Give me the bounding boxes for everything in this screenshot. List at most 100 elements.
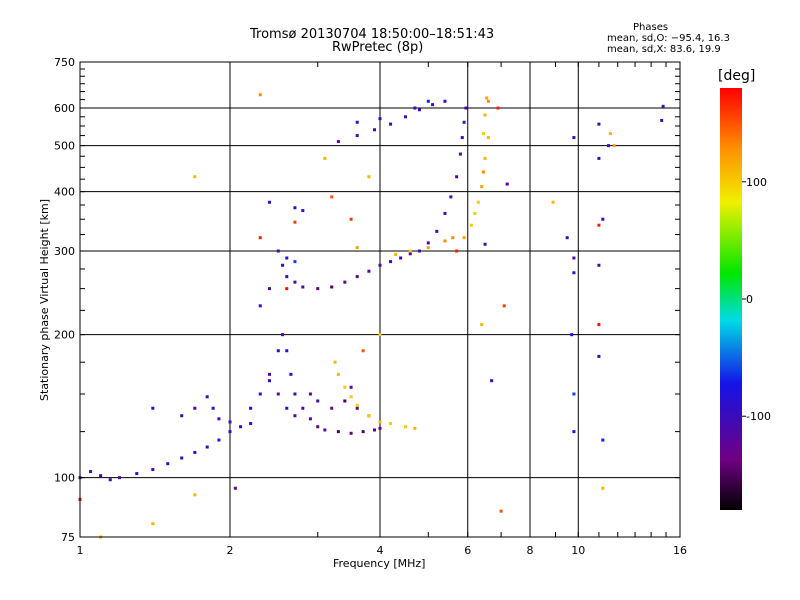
data-point <box>572 256 576 260</box>
chart-title: Tromsø 20130704 18:50:00–18:51:43 <box>250 27 495 42</box>
data-point <box>367 414 371 418</box>
data-point <box>293 392 297 396</box>
y-tick-label: 500 <box>54 140 75 153</box>
data-points <box>78 93 665 539</box>
data-point <box>443 239 447 243</box>
data-point <box>612 144 616 148</box>
data-point <box>316 287 320 291</box>
data-point <box>373 428 377 432</box>
data-point <box>193 175 197 179</box>
colorbar-tick-labels: 100 0 -100 <box>746 176 771 423</box>
colorbar-gradient <box>720 88 742 510</box>
data-point <box>476 200 480 204</box>
data-point <box>361 349 365 353</box>
data-point <box>211 406 215 410</box>
data-point <box>486 99 490 103</box>
data-point <box>336 372 340 376</box>
data-point <box>389 122 393 126</box>
data-point <box>193 450 197 454</box>
data-point <box>308 417 312 421</box>
data-point <box>502 304 506 308</box>
data-point <box>285 349 289 353</box>
colorbar <box>720 88 746 510</box>
data-point <box>389 422 393 426</box>
data-point <box>355 134 359 138</box>
grid-lines <box>80 62 680 537</box>
data-point <box>151 468 155 472</box>
data-point <box>276 392 280 396</box>
data-point <box>301 285 305 289</box>
y-tick-label: 100 <box>54 472 75 485</box>
data-point <box>435 229 439 233</box>
data-point <box>551 200 555 204</box>
data-point <box>233 486 237 490</box>
data-point <box>281 333 285 337</box>
data-point <box>378 263 382 267</box>
stats-o-line: mean, sd,O: −95.4, 16.3 <box>607 33 730 44</box>
data-point <box>108 478 112 482</box>
data-point <box>413 106 417 110</box>
chart-subtitle: RwPretec (8p) <box>332 40 424 55</box>
data-point <box>349 431 353 435</box>
data-point <box>249 406 253 410</box>
y-tick-label: 400 <box>54 186 75 199</box>
data-point <box>355 406 359 410</box>
data-point <box>426 99 430 103</box>
data-point <box>480 185 484 189</box>
data-point <box>597 323 601 327</box>
data-point <box>293 280 297 284</box>
data-point <box>481 170 485 174</box>
data-point <box>330 406 334 410</box>
data-point <box>276 249 280 253</box>
data-point <box>361 430 365 434</box>
x-tick-label: 1 <box>77 544 84 557</box>
data-point <box>285 256 289 260</box>
x-tick-labels: 1 2 4 6 8 10 16 <box>77 544 688 557</box>
data-point <box>408 252 412 256</box>
data-point <box>355 120 359 124</box>
data-point <box>258 392 262 396</box>
y-tick-labels: 75 100 200 300 400 500 600 750 <box>54 56 75 544</box>
data-point <box>378 420 382 424</box>
data-point <box>193 406 197 410</box>
x-tick-label: 8 <box>527 544 534 557</box>
data-point <box>349 395 353 399</box>
data-point <box>217 438 221 442</box>
data-point <box>293 220 297 224</box>
data-point <box>205 395 209 399</box>
x-tick-label: 4 <box>377 544 384 557</box>
data-point <box>249 422 253 426</box>
data-point <box>135 472 139 476</box>
data-point <box>597 122 601 126</box>
data-point <box>323 428 327 432</box>
data-point <box>417 249 421 253</box>
data-point <box>378 426 382 430</box>
data-point <box>99 474 103 478</box>
data-point <box>490 379 494 383</box>
data-point <box>258 236 262 240</box>
data-point <box>378 117 382 121</box>
data-point <box>462 120 466 124</box>
data-point <box>228 430 232 434</box>
data-point <box>258 304 262 308</box>
data-point <box>367 175 371 179</box>
data-point <box>469 223 473 227</box>
data-point <box>316 399 320 403</box>
data-point <box>239 425 243 429</box>
data-point <box>293 206 297 210</box>
data-point <box>151 522 155 526</box>
data-point <box>597 263 601 267</box>
axes <box>79 61 681 538</box>
data-point <box>431 103 435 107</box>
colorbar-tick-label: 0 <box>746 293 753 306</box>
data-point <box>267 379 271 383</box>
data-point <box>389 260 393 264</box>
data-point <box>367 269 371 273</box>
data-point <box>373 128 377 132</box>
data-point <box>403 115 407 119</box>
data-point <box>426 241 430 245</box>
y-tick-label: 200 <box>54 329 75 342</box>
data-point <box>417 108 421 112</box>
